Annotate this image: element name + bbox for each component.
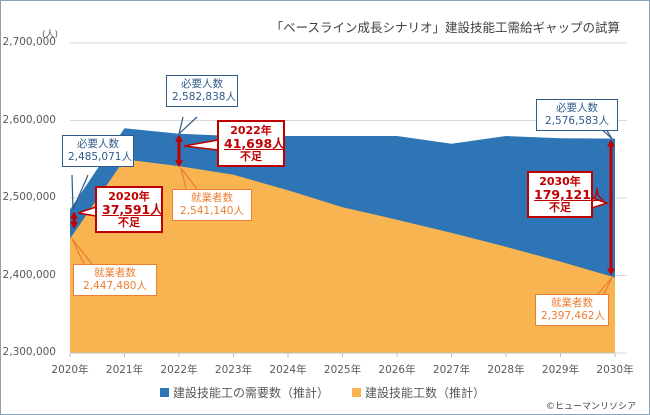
callout-pointer-supply-2022 (180, 167, 187, 190)
callout-note: 不足 (549, 201, 571, 214)
callout-value: 2,576,583人 (545, 115, 609, 127)
callout-pointer-supply-2022 (180, 167, 198, 190)
gap-arrow-2022-head-up (175, 134, 183, 142)
callout-demand-2020: 必要人数 2,485,071人 (62, 135, 134, 167)
x-tick-label: 2022年 (160, 364, 198, 376)
y-tick-label: 2,500,000 (2, 191, 56, 203)
callout-value: 2,447,480人 (83, 280, 147, 292)
callout-label: 必要人数 (181, 78, 223, 90)
y-tick-label: 2,400,000 (2, 268, 56, 281)
callout-pointer-gap-2022 (183, 139, 219, 151)
callout-demand-2030: 必要人数 2,576,583人 (536, 99, 618, 131)
x-tick-label: 2029年 (541, 364, 580, 376)
chart-title: 「ベースライン成長シナリオ」建設技能工需給ギャップの試算 (270, 20, 620, 35)
callout-pointer-supply-2030 (597, 277, 613, 295)
callout-demand-2022: 必要人数 2,582,838人 (166, 75, 238, 107)
y-axis-unit-label: (人) (42, 30, 59, 40)
legend-swatch-supply (352, 388, 361, 397)
x-tick-label: 2026年 (378, 364, 416, 376)
callout-label: 必要人数 (77, 138, 119, 150)
callout-label: 就業者数 (191, 192, 233, 204)
callout-pointer-gap-2020 (77, 206, 97, 217)
callout-supply-2022: 就業者数 2,541,140人 (172, 189, 252, 221)
callout-gap-2030: 2030年 179,121人 不足 (527, 171, 604, 218)
callout-pointer-demand-2022 (178, 116, 184, 134)
legend-label-demand: 建設技能工の需要数（推計） (173, 386, 330, 400)
callout-label: 就業者数 (551, 297, 593, 309)
callout-pointer-supply-2020 (71, 238, 85, 265)
callout-value: 41,698人 (224, 136, 285, 151)
x-tick-label: 2025年 (323, 364, 362, 376)
gap-arrow-2020-head-down (70, 221, 78, 229)
y-tick-label: 2,300,000 (2, 346, 56, 358)
callout-gap-2020: 2020年 37,591人 不足 (95, 186, 163, 233)
callout-pointer-supply-2020 (71, 238, 93, 265)
x-tick-label: 2024年 (269, 364, 307, 376)
x-tick-label: 2030年 (596, 364, 634, 376)
x-tick-label: 2027年 (432, 364, 471, 376)
callout-pointer-demand-2020 (71, 174, 74, 210)
callout-year: 2030年 (539, 175, 581, 188)
callout-value: 2,485,071人 (68, 151, 132, 163)
callout-value: 2,397,462人 (541, 310, 605, 322)
legend-label-supply: 建設技能工数（推計） (365, 386, 486, 400)
callout-pointer-supply-2030 (603, 277, 613, 295)
callout-year: 2020年 (108, 190, 150, 203)
x-tick-label: 2021年 (105, 364, 144, 376)
x-tick-label: 2028年 (487, 364, 525, 376)
gap-arrow-2020-head-up (70, 211, 78, 219)
callout-value: 2,582,838人 (172, 91, 236, 103)
legend-swatch-demand (160, 388, 169, 397)
x-tick-label: 2020年 (51, 364, 89, 376)
callout-gap-2022: 2022年 41,698人 不足 (217, 120, 285, 167)
callout-pointer-demand-2022 (178, 116, 198, 135)
callout-supply-2020: 就業者数 2,447,480人 (73, 264, 157, 296)
callout-label: 必要人数 (556, 102, 598, 114)
callout-note: 不足 (118, 216, 140, 229)
gap-arrow-2030-head-down (607, 268, 615, 276)
gap-arrow-2022-head-down (175, 160, 183, 168)
callout-year: 2022年 (230, 124, 272, 137)
x-tick-label: 2023年 (214, 364, 253, 376)
copyright-credit: ©ヒューマンリソシア (545, 402, 636, 412)
callout-pointer-demand-2020 (72, 174, 89, 210)
callout-label: 就業者数 (94, 267, 136, 279)
callout-value: 179,121人 (534, 187, 604, 202)
legend-item-supply: 建設技能工数（推計） (352, 384, 485, 401)
callout-supply-2030: 就業者数 2,397,462人 (535, 294, 609, 326)
callout-value: 2,541,140人 (180, 205, 244, 217)
callout-note: 不足 (240, 150, 262, 163)
y-tick-label: 2,700,000 (2, 36, 56, 48)
gap-arrow-2030-head-up (607, 139, 615, 147)
y-tick-label: 2,600,000 (2, 113, 56, 126)
legend-item-demand: 建設技能工の需要数（推計） (160, 384, 329, 401)
callout-pointer-gap-2030 (591, 197, 610, 209)
callout-value: 37,591人 (102, 202, 163, 217)
